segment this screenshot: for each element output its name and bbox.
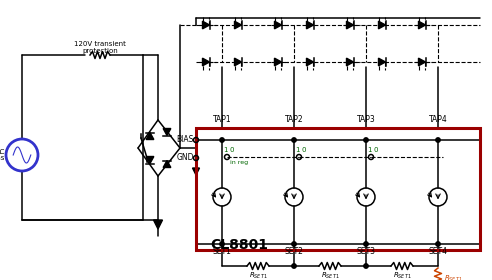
Polygon shape [346, 21, 353, 29]
Circle shape [436, 138, 440, 142]
Polygon shape [192, 168, 199, 175]
Text: TAP1: TAP1 [213, 115, 231, 124]
Polygon shape [146, 132, 154, 139]
Polygon shape [235, 21, 242, 29]
Text: SET1: SET1 [213, 247, 231, 256]
Circle shape [220, 138, 224, 142]
Polygon shape [203, 21, 210, 29]
Circle shape [292, 264, 296, 268]
Circle shape [292, 242, 296, 246]
Polygon shape [346, 58, 353, 66]
Text: 120V transient
protection: 120V transient protection [74, 41, 126, 54]
Text: CL8801: CL8801 [210, 238, 268, 252]
Polygon shape [307, 58, 313, 66]
Polygon shape [163, 160, 171, 167]
Polygon shape [275, 21, 281, 29]
Text: TAP4: TAP4 [429, 115, 447, 124]
Polygon shape [163, 129, 171, 136]
Text: $R_{SET1}$: $R_{SET1}$ [248, 271, 267, 280]
Polygon shape [419, 58, 426, 66]
Text: 1: 1 [295, 147, 300, 153]
Text: SET3: SET3 [357, 247, 375, 256]
Circle shape [364, 242, 368, 246]
Text: $R_{SET1}$: $R_{SET1}$ [444, 274, 462, 280]
Polygon shape [275, 58, 281, 66]
Text: BIAS: BIAS [177, 136, 194, 144]
Circle shape [220, 242, 224, 246]
Circle shape [364, 264, 368, 268]
Text: $R_{SET1}$: $R_{SET1}$ [393, 271, 411, 280]
Circle shape [292, 138, 296, 142]
Polygon shape [146, 157, 154, 164]
Polygon shape [154, 220, 162, 229]
Text: 0: 0 [373, 147, 377, 153]
Text: GND: GND [177, 153, 194, 162]
Polygon shape [378, 58, 386, 66]
Text: 0: 0 [229, 147, 234, 153]
Text: $R_{SET1}$: $R_{SET1}$ [321, 271, 339, 280]
Text: 1: 1 [223, 147, 227, 153]
Polygon shape [307, 21, 313, 29]
Circle shape [364, 138, 368, 142]
Polygon shape [378, 21, 386, 29]
Text: 0: 0 [301, 147, 306, 153]
Text: TAP2: TAP2 [285, 115, 303, 124]
Circle shape [436, 242, 440, 246]
Polygon shape [203, 58, 210, 66]
Polygon shape [419, 21, 426, 29]
Text: 1: 1 [367, 147, 371, 153]
Text: SET2: SET2 [284, 247, 304, 256]
Text: in reg: in reg [230, 160, 248, 165]
Text: TAP3: TAP3 [357, 115, 375, 124]
Text: AC
Mains: AC Mains [0, 148, 5, 162]
Polygon shape [235, 58, 242, 66]
Text: SET4: SET4 [429, 247, 448, 256]
